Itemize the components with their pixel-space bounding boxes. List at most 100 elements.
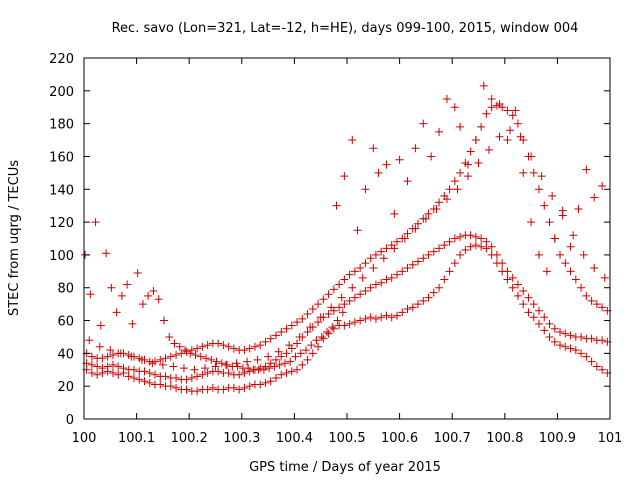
x-tick-label: 100 xyxy=(72,431,97,446)
data-point xyxy=(392,311,401,320)
data-point xyxy=(259,365,268,374)
data-point xyxy=(540,313,549,322)
data-point xyxy=(479,81,488,90)
data-point xyxy=(144,291,153,300)
data-point xyxy=(369,264,378,273)
data-point xyxy=(127,352,136,361)
data-point xyxy=(340,275,349,284)
data-point xyxy=(271,373,280,382)
data-point xyxy=(211,362,220,371)
data-point xyxy=(306,323,315,332)
data-point xyxy=(245,382,254,391)
data-point xyxy=(324,309,333,318)
data-point xyxy=(102,249,111,258)
data-point xyxy=(140,377,149,386)
data-point xyxy=(212,357,221,366)
data-point xyxy=(579,250,588,259)
data-point xyxy=(356,264,365,273)
data-point xyxy=(340,300,349,309)
data-point xyxy=(324,290,333,299)
data-point xyxy=(106,346,115,355)
data-point xyxy=(466,147,475,156)
data-point xyxy=(165,332,174,341)
data-point xyxy=(398,267,407,276)
data-point xyxy=(314,300,323,309)
data-point xyxy=(450,259,459,268)
data-point xyxy=(361,259,370,268)
data-point xyxy=(129,373,138,382)
data-point xyxy=(245,344,254,353)
data-point xyxy=(191,351,200,360)
data-point xyxy=(332,201,341,210)
data-point xyxy=(308,305,317,314)
data-point xyxy=(277,328,286,337)
data-point xyxy=(138,300,147,309)
data-point xyxy=(219,385,228,394)
data-point xyxy=(487,103,496,112)
data-point xyxy=(382,275,391,284)
data-point xyxy=(303,309,312,318)
data-point xyxy=(253,355,262,364)
data-point xyxy=(108,369,117,378)
data-point xyxy=(114,370,123,379)
data-point xyxy=(400,234,409,243)
x-tick-label: 100.9 xyxy=(539,431,576,446)
data-point xyxy=(506,126,515,135)
data-point xyxy=(561,329,570,338)
data-point xyxy=(598,336,607,345)
y-axis: 0 20 40 60 80 100 120 140 160 180 200 220 xyxy=(49,52,610,428)
data-point xyxy=(323,328,332,337)
data-point xyxy=(377,313,386,322)
y-tick-label: 80 xyxy=(57,282,74,297)
data-point xyxy=(180,346,189,355)
data-point xyxy=(477,242,486,251)
y-tick-label: 60 xyxy=(57,315,74,330)
data-point xyxy=(261,362,270,371)
data-point xyxy=(345,296,354,305)
data-point xyxy=(414,300,423,309)
data-point xyxy=(382,160,391,169)
data-point xyxy=(196,352,205,361)
data-point xyxy=(369,144,378,153)
data-point xyxy=(274,347,283,356)
data-point xyxy=(516,132,525,141)
data-point xyxy=(429,288,438,297)
data-point xyxy=(513,291,522,300)
y-axis-label: STEC from uqrg / TECUs xyxy=(7,160,22,316)
data-point xyxy=(229,383,238,392)
data-point xyxy=(456,250,465,259)
data-point xyxy=(445,267,454,276)
data-point xyxy=(324,329,333,338)
data-point xyxy=(140,367,149,376)
data-point xyxy=(356,290,365,299)
data-point xyxy=(116,349,125,358)
x-axis-label: GPS time / Days of year 2015 xyxy=(249,460,441,475)
data-point xyxy=(534,306,543,315)
data-point xyxy=(414,257,423,266)
x-tick-label: 100.1 xyxy=(118,431,155,446)
data-point xyxy=(592,300,601,309)
data-point xyxy=(398,308,407,317)
data-point xyxy=(244,364,253,373)
data-point xyxy=(540,201,549,210)
data-point xyxy=(319,295,328,304)
data-point xyxy=(135,375,144,384)
data-point xyxy=(435,198,444,207)
data-point xyxy=(86,290,95,299)
data-point xyxy=(182,385,191,394)
data-point xyxy=(295,332,304,341)
data-point xyxy=(285,341,294,350)
data-point xyxy=(361,314,370,323)
data-point xyxy=(545,218,554,227)
data-point xyxy=(345,270,354,279)
data-point xyxy=(337,293,346,302)
data-point xyxy=(103,362,112,371)
data-point xyxy=(214,339,223,348)
data-point xyxy=(271,355,280,364)
data-point xyxy=(172,383,181,392)
data-point xyxy=(435,244,444,253)
data-point xyxy=(256,341,265,350)
data-point xyxy=(382,311,391,320)
data-point xyxy=(240,369,249,378)
